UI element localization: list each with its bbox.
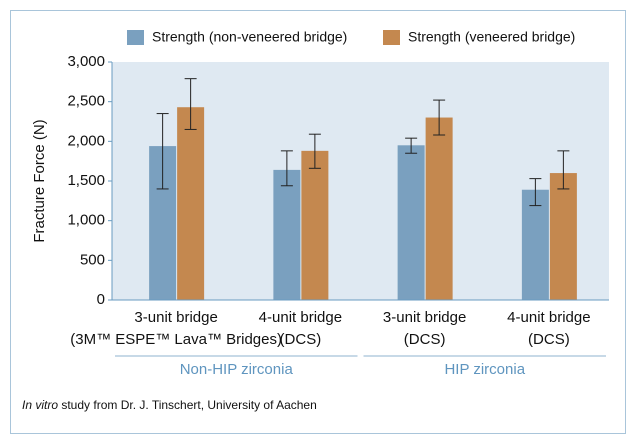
legend-label: Strength (veneered bridge)	[408, 29, 575, 45]
bar	[549, 173, 577, 300]
bar	[397, 145, 425, 300]
x-tick-label: 3-unit bridge	[134, 309, 217, 326]
x-tick-label: 3-unit bridge	[383, 309, 466, 326]
note: In vitro study from Dr. J. Tinschert, Un…	[22, 398, 317, 412]
y-tick-label: 1,500	[67, 172, 105, 189]
bar	[425, 117, 453, 301]
legend-label: Strength (non-veneered bridge)	[152, 29, 347, 45]
legend-swatch	[127, 30, 144, 45]
x-tick-label: (DCS)	[280, 331, 322, 348]
y-tick-label: 500	[80, 251, 105, 268]
y-tick-label: 3,000	[67, 53, 105, 70]
y-tick-label: 2,000	[67, 132, 105, 149]
y-tick-label: 2,500	[67, 93, 105, 110]
legend-swatch	[383, 30, 400, 45]
x-tick-label: 4-unit bridge	[507, 309, 590, 326]
x-tick-label: (DCS)	[528, 331, 570, 348]
group-label: Non-HIP zirconia	[180, 361, 294, 378]
y-tick-label: 0	[97, 291, 105, 308]
note-italic: In vitro	[22, 398, 58, 412]
bar	[273, 169, 301, 300]
bar	[521, 189, 549, 300]
bar	[301, 150, 329, 300]
group-label: HIP zirconia	[444, 361, 525, 378]
y-tick-label: 1,000	[67, 212, 105, 229]
x-tick-label: (3M™ ESPE™ Lava™ Bridges)	[70, 331, 282, 348]
x-tick-label: 4-unit bridge	[259, 309, 342, 326]
note-text: study from Dr. J. Tinschert, University …	[58, 398, 317, 412]
x-tick-label: (DCS)	[404, 331, 446, 348]
bar	[177, 107, 205, 300]
y-axis-label: Fracture Force (N)	[31, 119, 48, 242]
